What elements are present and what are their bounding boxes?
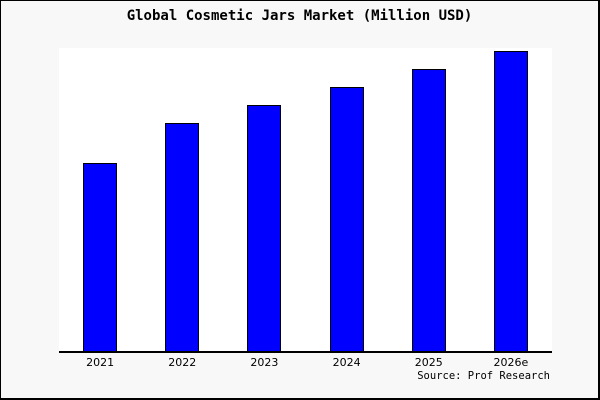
x-tick-label-2024: 2024 [332,356,361,369]
bar-2024 [329,87,364,353]
chart-title: Global Cosmetic Jars Market (Million USD… [126,8,473,24]
x-axis-line [59,351,552,353]
bar-2025 [411,69,446,353]
bar-2026e [493,51,528,353]
x-tick-label-2026e: 2026e [493,356,529,369]
x-tick-label-2021: 2021 [86,356,115,369]
bar-2022 [165,123,200,353]
x-tick-label-2023: 2023 [250,356,279,369]
x-tick-label-2022: 2022 [168,356,197,369]
bar-2023 [247,105,282,353]
x-axis-tick-labels: 2021 2022 2023 2024 2025 2026e [59,356,552,370]
x-tick-label-2025: 2025 [414,356,443,369]
source-note: Source: Prof Research [417,370,550,382]
bar-2021 [83,163,118,353]
plot-area [59,48,552,353]
